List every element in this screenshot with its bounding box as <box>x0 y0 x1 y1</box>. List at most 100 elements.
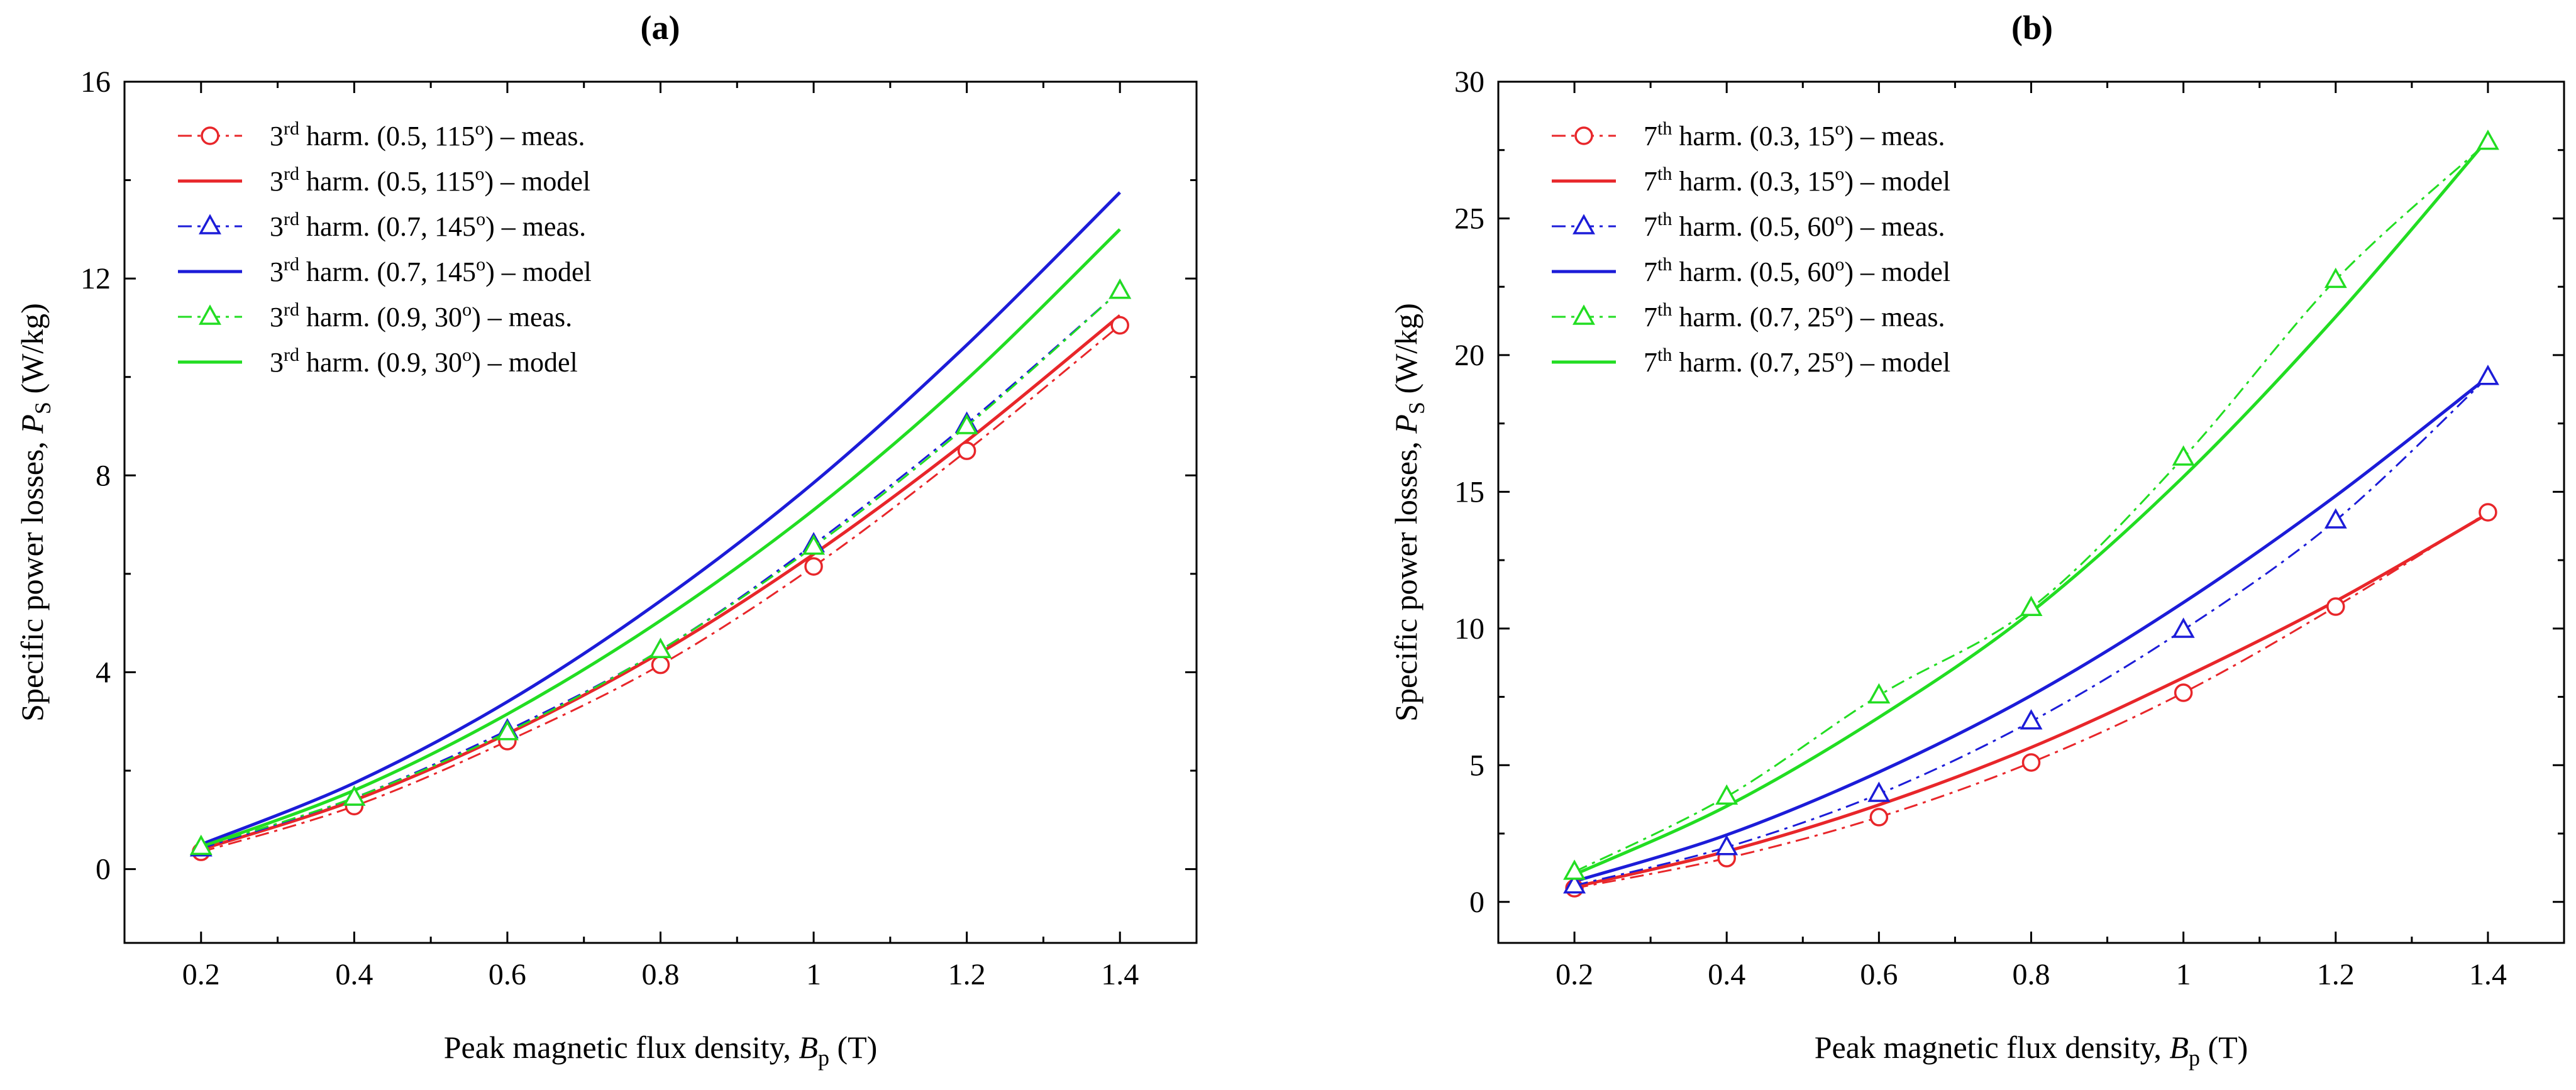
panel-a-series-1-point <box>651 655 670 674</box>
panel-b-y-tick-label: 10 <box>1454 612 1484 646</box>
panel-b-series-1 <box>1565 503 2497 898</box>
panel-a-x-tick-label: 0.8 <box>642 958 680 991</box>
chart-panel-a: (a) 0.2 0.4 0.6 0.8 1 1.2 1.4 0 4 8 12 16 Peak magnet… <box>14 9 1198 1071</box>
panel-a-series-5-point <box>495 720 519 740</box>
panel-b-series-5-point <box>2476 129 2499 150</box>
panel-b-x-tick-label: 0.4 <box>1708 958 1745 991</box>
panel-b-y-tick-label: 25 <box>1454 202 1484 235</box>
panel-b-x-axis-label: Peak magnetic flux density, Bp (T) <box>1815 1030 2248 1071</box>
panel-b-x-tick-label: 1 <box>2176 958 2191 991</box>
panel-b-legend-item: 7th harm. (0.7, 25o) – model <box>1552 344 1950 378</box>
panel-a-x-axis-label: Peak magnetic flux density, Bp (T) <box>444 1030 878 1071</box>
panel-b-legend-item: 7th harm. (0.5, 60o) – model <box>1552 254 1950 287</box>
panel-a-legend-marker <box>199 214 221 234</box>
panel-b-legend-marker <box>1573 304 1595 325</box>
panel-a-y-tick-label: 8 <box>96 459 111 492</box>
panel-a-legend-item: 3rd harm. (0.7, 145o) – meas. <box>178 209 586 242</box>
panel-a-legend-label: 3rd harm. (0.7, 145o) – model <box>270 254 592 287</box>
panel-b-series-1-point <box>2021 753 2041 772</box>
panel-b-series-5-point <box>1563 859 1586 880</box>
panel-b-legend-label: 7th harm. (0.7, 25o) – model <box>1644 344 1950 378</box>
panel-b-y-tick-label: 15 <box>1454 475 1484 509</box>
panel-b-legend-item: 7th harm. (0.3, 15o) – model <box>1552 163 1950 197</box>
panel-a-legend-item: 3rd harm. (0.9, 30o) – model <box>178 344 578 378</box>
panel-a-legend: 3rd harm. (0.5, 115o) – meas. 3rd harm. (… <box>178 118 592 378</box>
panel-b-series-5-point <box>1715 784 1739 805</box>
panel-b-series-1-point <box>2326 597 2345 616</box>
panel-a-legend-marker <box>199 304 221 325</box>
panel-b-x-tick-label: 1.2 <box>2317 958 2355 991</box>
panel-b-legend-label: 7th harm. (0.7, 25o) – meas. <box>1644 299 1945 333</box>
panel-b-title: (b) <box>2011 9 2053 47</box>
panel-a-series-5-point <box>343 785 366 806</box>
panel-a-legend-label: 3rd harm. (0.9, 30o) – meas. <box>270 299 572 333</box>
panel-a-legend-item: 3rd harm. (0.9, 30o) – meas. <box>178 299 572 333</box>
panel-b-legend-item: 7th harm. (0.7, 25o) – meas. <box>1552 299 1945 333</box>
panel-a-legend-item: 3rd harm. (0.5, 115o) – meas. <box>178 118 585 151</box>
panel-a-y-tick-label: 0 <box>96 853 111 886</box>
panel-b-series-5 <box>1563 129 2499 880</box>
panel-b-series-1-point <box>2174 683 2193 702</box>
panel-a-series-5-point <box>649 637 672 658</box>
panel-b-series-3-point <box>2476 365 2499 385</box>
panel-b-legend-label: 7th harm. (0.3, 15o) – model <box>1644 163 1950 197</box>
panel-b-legend-label: 7th harm. (0.5, 60o) – meas. <box>1644 209 1945 242</box>
panel-a-x-tick-label: 0.2 <box>182 958 220 991</box>
panel-a-series-5 <box>189 278 1132 856</box>
panel-b-y-tick-label: 0 <box>1469 886 1484 919</box>
panel-a-x-tick-label: 1 <box>806 958 821 991</box>
panel-a-legend-label: 3rd harm. (0.9, 30o) – model <box>270 344 578 378</box>
panel-b-series-3-point <box>1563 873 1586 894</box>
panel-a-y-tick-label: 16 <box>80 65 111 99</box>
panel-a-legend-item: 3rd harm. (0.5, 115o) – model <box>178 163 590 197</box>
panel-a-series-4 <box>200 191 1121 846</box>
panel-b-legend-item: 7th harm. (0.3, 15o) – meas. <box>1552 118 1945 151</box>
panel-a-legend-label: 3rd harm. (0.7, 145o) – meas. <box>270 209 586 242</box>
panel-a-legend-label: 3rd harm. (0.5, 115o) – meas. <box>270 118 585 151</box>
panel-b-series-5-point <box>2020 595 2043 616</box>
panel-a-y-tick-label: 12 <box>80 262 111 295</box>
panel-b-y-tick-label: 5 <box>1469 749 1484 782</box>
panel-b-x-tick-label: 0.2 <box>1556 958 1593 991</box>
panel-b-legend-label: 7th harm. (0.5, 60o) – model <box>1644 254 1950 287</box>
panel-b-series-5-point <box>2172 445 2195 466</box>
panel-b-series-1-point <box>2479 503 2497 522</box>
panel-b-series-5-point <box>1867 683 1891 704</box>
panel-a-series-4-line <box>200 191 1121 846</box>
panel-a-series-1-point <box>957 441 976 460</box>
panel-b-x-tick-label: 0.8 <box>2013 958 2050 991</box>
panel-b-series-3-point <box>2324 508 2347 529</box>
panel-a-series-1-point <box>1110 316 1129 335</box>
panel-b-y-axis-label: Specific power losses, PS (W/kg) <box>1388 303 1429 722</box>
panel-b-legend-marker <box>1573 214 1595 234</box>
panel-b-legend-item: 7th harm. (0.5, 60o) – meas. <box>1552 209 1945 242</box>
panel-a-legend-marker <box>201 126 219 145</box>
panel-b-series-3-point <box>2020 709 2043 730</box>
panel-b-legend: 7th harm. (0.3, 15o) – meas. 7th harm. (0… <box>1552 118 1950 378</box>
panel-b-x-tick-label: 1.4 <box>2469 958 2507 991</box>
panel-a-series-5-point <box>802 534 826 555</box>
panel-b-series-5-point <box>2324 267 2347 289</box>
panel-a-title: (a) <box>641 9 680 47</box>
panel-b-series-3-point <box>1715 835 1739 856</box>
panel-b-legend-marker <box>1574 126 1593 145</box>
panel-a-series-5-point <box>189 834 213 856</box>
panel-a-x-tick-label: 0.6 <box>489 958 526 991</box>
panel-b-y-tick-label: 30 <box>1454 65 1484 99</box>
panel-a-legend-label: 3rd harm. (0.5, 115o) – model <box>270 163 590 197</box>
chart-panel-b: (b) 0.2 0.4 0.6 0.8 1 1.2 1.4 0 5 10 15 20 25 30 Peak m… <box>1388 9 2565 1071</box>
panel-b-series-4 <box>1574 375 2489 883</box>
panel-b-x-tick-label: 0.6 <box>1860 958 1898 991</box>
panel-b-series-3-point <box>1867 781 1891 802</box>
panel-a-x-tick-label: 0.4 <box>335 958 373 991</box>
panel-b-legend-label: 7th harm. (0.3, 15o) – meas. <box>1644 118 1945 151</box>
panel-b-series-3-line <box>1574 376 2489 887</box>
panel-a-x-tick-label: 1.2 <box>948 958 986 991</box>
panel-a-y-tick-label: 4 <box>96 656 111 689</box>
panel-a-series-1-point <box>804 557 823 576</box>
panel-b-series-4-line <box>1574 375 2489 883</box>
panel-a-y-axis-label: Specific power losses, PS (W/kg) <box>14 303 55 722</box>
panel-a-x-tick-label: 1.4 <box>1101 958 1139 991</box>
panel-a-legend-item: 3rd harm. (0.7, 145o) – model <box>178 254 592 287</box>
panel-a-series-5-point <box>1108 278 1132 299</box>
